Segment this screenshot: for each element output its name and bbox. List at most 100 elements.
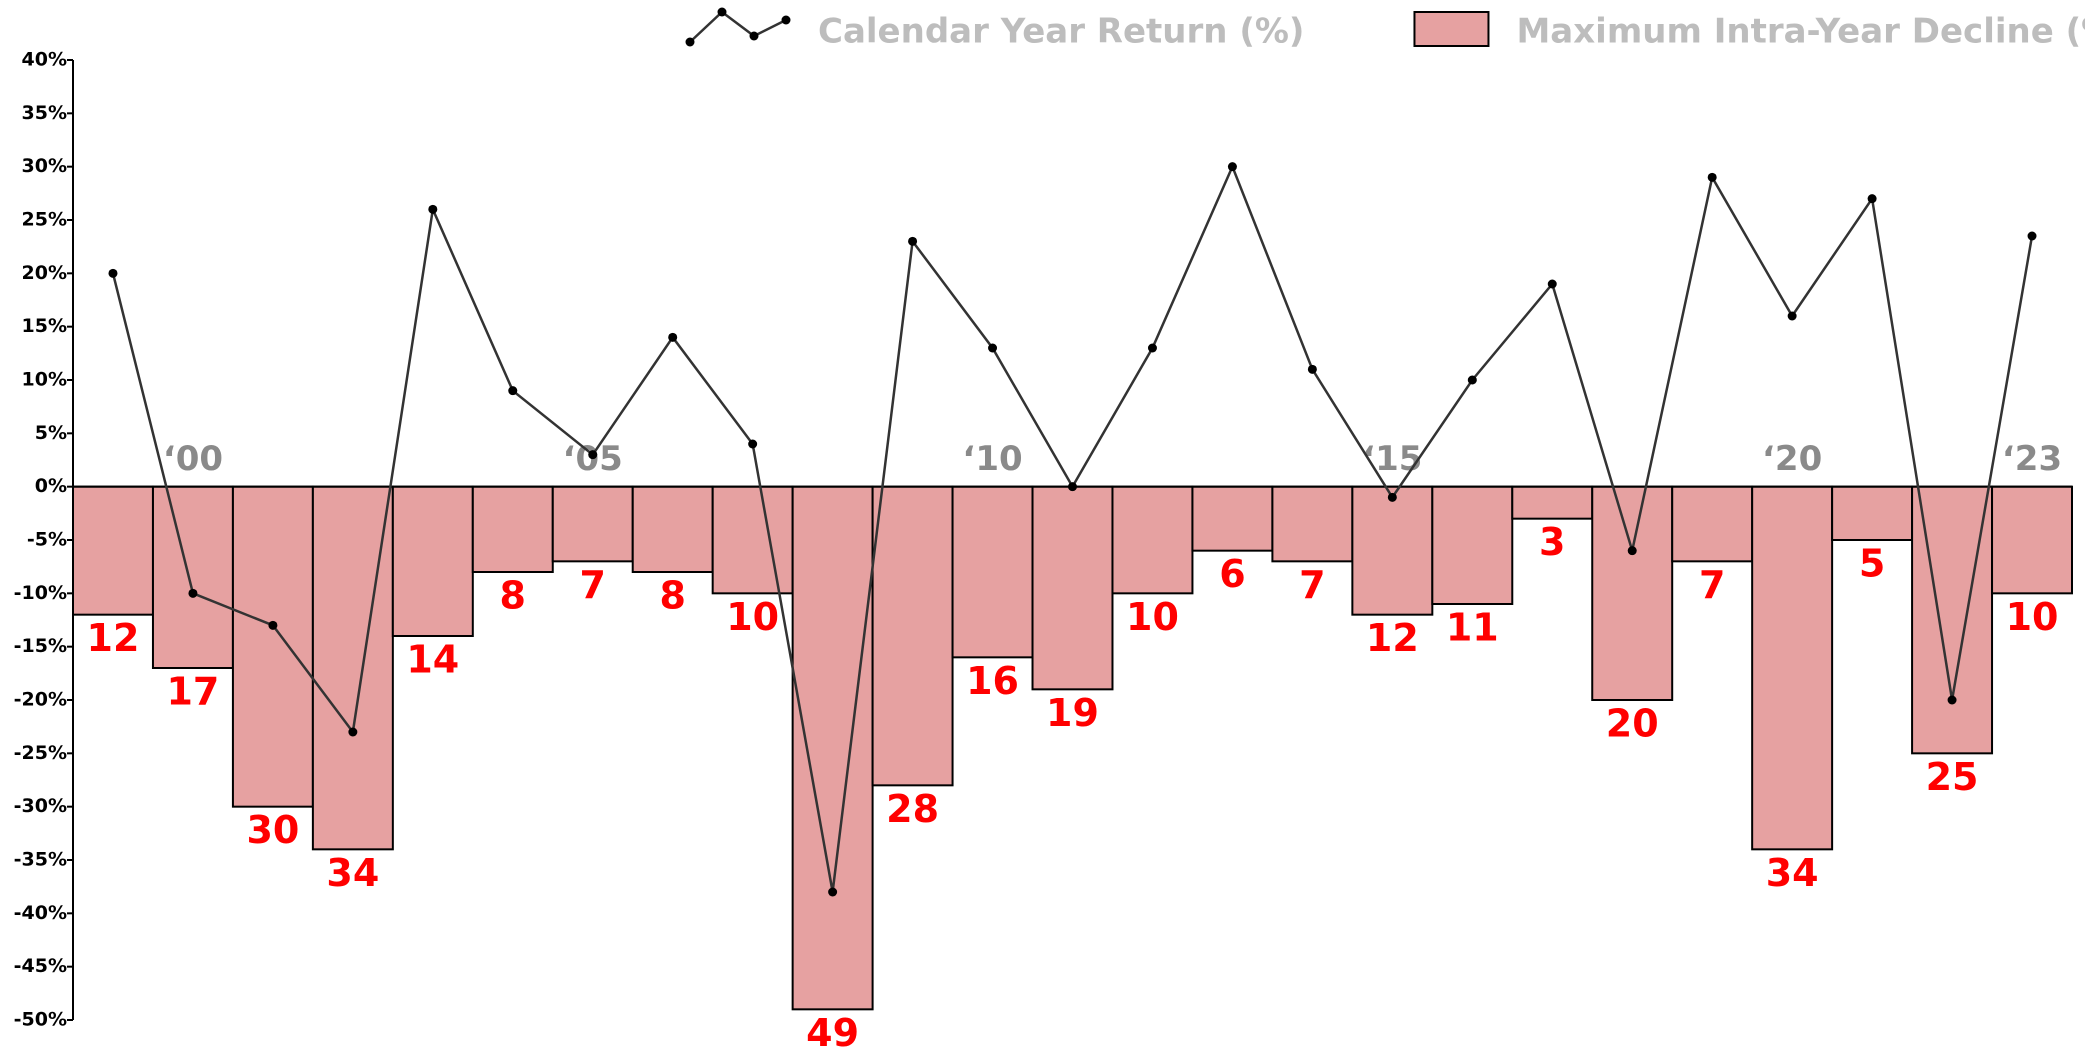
point: [1787, 311, 1797, 321]
bar: [551, 485, 634, 563]
point: [1707, 172, 1717, 182]
value-label: 10: [2006, 595, 2059, 639]
x-tick-label: ‘10: [962, 439, 1022, 479]
value-label: 17: [166, 670, 219, 714]
x-tick-label: ‘00: [163, 439, 223, 479]
point: [988, 343, 998, 353]
y-tick-label: 5%: [35, 422, 67, 444]
value-label: 25: [1926, 755, 1979, 799]
legend-label: Calendar Year Return (%): [818, 12, 1304, 52]
point: [188, 588, 198, 598]
value-label: 10: [726, 595, 779, 639]
value-label: 20: [1606, 702, 1659, 746]
bar: [631, 485, 714, 573]
point: [1147, 343, 1157, 353]
point: [1547, 279, 1557, 289]
y-tick-label: -30%: [14, 795, 67, 817]
bar: [951, 485, 1034, 659]
point: [1947, 695, 1957, 705]
point: [668, 332, 678, 342]
bar: [1591, 485, 1674, 701]
bar: [231, 485, 314, 808]
y-tick-label: 35%: [22, 102, 67, 124]
bar: [871, 485, 954, 787]
bar: [151, 485, 234, 669]
bar: [1191, 485, 1274, 552]
bar: [1431, 485, 1514, 605]
point: [1387, 492, 1397, 502]
y-tick-label: 30%: [22, 155, 67, 177]
value-label: 12: [1366, 616, 1419, 660]
y-tick-label: -5%: [27, 529, 67, 551]
value-label: 7: [1699, 563, 1725, 607]
y-tick-label: -45%: [14, 955, 67, 977]
bar: [711, 485, 794, 595]
y-tick-label: -40%: [14, 902, 67, 924]
legend-swatch: [1413, 11, 1490, 47]
point: [908, 236, 918, 246]
bar: [1511, 485, 1594, 520]
bar: [1831, 485, 1914, 541]
point: [588, 450, 598, 460]
point: [1627, 546, 1637, 556]
value-label: 8: [659, 574, 685, 618]
y-tick-label: 20%: [22, 262, 67, 284]
bar: [1351, 485, 1434, 616]
y-tick-label: 10%: [22, 369, 67, 391]
x-tick-label: ‘15: [1362, 439, 1422, 479]
legend-point: [717, 7, 727, 17]
point: [1227, 162, 1237, 172]
point: [508, 386, 518, 396]
value-label: 16: [966, 659, 1019, 703]
x-tick-label: ‘23: [2002, 439, 2062, 479]
value-label: 14: [406, 638, 459, 682]
y-tick-label: -10%: [14, 582, 67, 604]
value-label: 6: [1219, 552, 1245, 596]
bar: [1111, 485, 1194, 595]
value-label: 28: [886, 787, 939, 831]
value-label: 5: [1859, 542, 1885, 586]
bar: [1751, 485, 1834, 851]
point: [1467, 375, 1477, 385]
legend-line: [689, 10, 787, 43]
point: [428, 204, 438, 214]
value-label: 34: [326, 851, 379, 895]
bar: [1991, 485, 2074, 595]
y-tick-label: 25%: [22, 209, 67, 231]
legend-point: [685, 37, 695, 47]
point: [348, 727, 358, 737]
y-tick-label: 0%: [35, 475, 67, 497]
legend-label: Maximum Intra-Year Decline (%): [1516, 12, 2085, 52]
value-label: 49: [806, 1011, 859, 1054]
value-label: 11: [1446, 606, 1499, 650]
y-tick-label: 40%: [22, 49, 67, 71]
legend-point: [749, 31, 759, 41]
bar: [391, 485, 474, 637]
value-label: 8: [500, 574, 526, 618]
y-tick-label: 15%: [22, 315, 67, 337]
value-label: 3: [1539, 520, 1565, 564]
bar: [791, 485, 874, 1011]
x-tick-label: ‘20: [1762, 439, 1822, 479]
value-label: 30: [246, 808, 299, 852]
point: [2027, 231, 2037, 241]
point: [1307, 364, 1317, 374]
bar: [471, 485, 554, 573]
point: [268, 620, 278, 630]
bar: [1271, 485, 1354, 563]
y-tick-label: -20%: [14, 689, 67, 711]
bar: [72, 485, 154, 616]
legend-point: [781, 15, 791, 25]
value-label: 7: [1299, 563, 1325, 607]
value-label: 10: [1126, 595, 1179, 639]
y-tick-label: -15%: [14, 635, 67, 657]
bar: [1031, 485, 1114, 691]
point: [748, 439, 758, 449]
point: [828, 887, 838, 897]
point: [1068, 482, 1077, 492]
point: [108, 268, 118, 278]
value-label: 19: [1046, 691, 1099, 735]
y-tick-label: -25%: [14, 742, 67, 764]
point: [1867, 194, 1877, 204]
